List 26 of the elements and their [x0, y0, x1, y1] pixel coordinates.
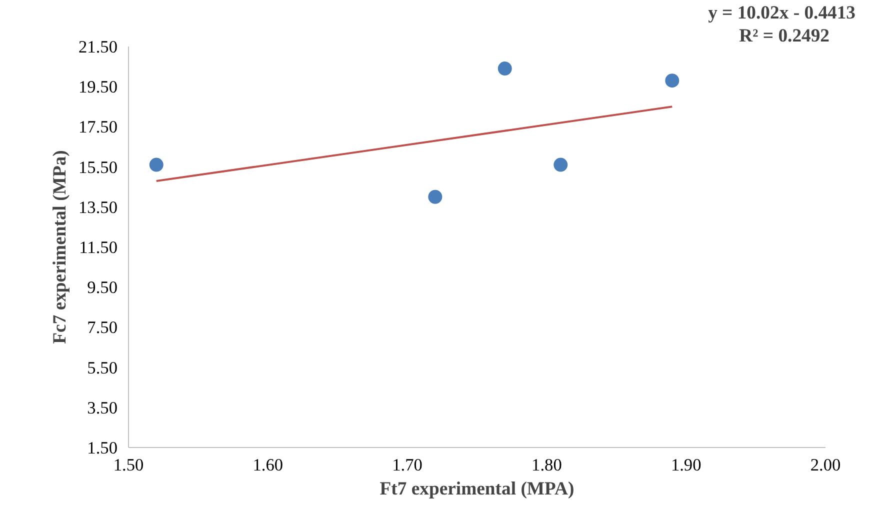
x-tick-label: 1.50 — [113, 456, 144, 474]
text: y = 10.02x - 0.4413 — [708, 2, 856, 24]
x-axis-title: Ft7 experimental (MPA) — [380, 478, 574, 500]
y-tick-label: 17.50 — [78, 118, 118, 137]
y-tick-label: 13.50 — [78, 198, 118, 217]
y-tick-label: 3.50 — [87, 398, 118, 418]
y-tick-label: 11.50 — [79, 238, 118, 257]
x-tick-label: 1.60 — [252, 456, 284, 474]
y-tick-label: 7.50 — [87, 318, 118, 338]
x-tick-label: 2.00 — [810, 456, 841, 474]
text: R² = 0.2492 — [739, 26, 830, 46]
y-tick-label: 19.50 — [78, 78, 118, 97]
y-tick-label: 9.50 — [87, 278, 118, 298]
point — [149, 158, 164, 172]
y-tick-label: 15.50 — [78, 158, 118, 177]
point — [428, 190, 442, 204]
point — [665, 74, 680, 88]
y-tick-label: 5.50 — [87, 358, 118, 378]
x-tick-label: 1.90 — [670, 456, 702, 474]
point — [554, 158, 568, 172]
y-tick-label: 1.50 — [87, 438, 118, 458]
x-tick-label: 1.80 — [532, 456, 562, 474]
point — [498, 62, 512, 76]
y-tick-label: 21.50 — [78, 38, 118, 56]
x-tick-label: 1.70 — [392, 456, 422, 474]
y-axis-title: Fc7 experimental (MPa) — [50, 150, 71, 344]
